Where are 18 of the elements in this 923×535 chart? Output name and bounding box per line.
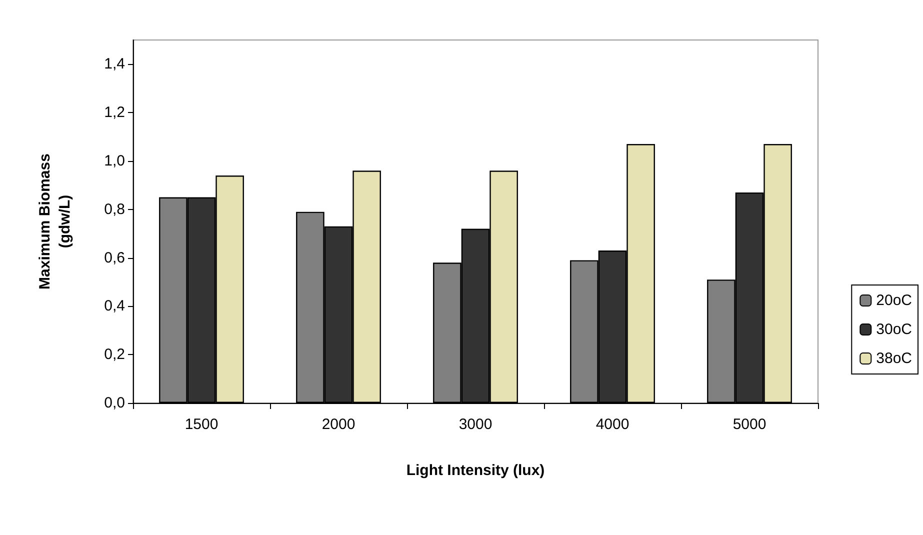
x-tick-label: 1500 — [184, 416, 218, 433]
x-axis-title: Light Intensity (lux) — [406, 462, 545, 479]
y-tick-label: 0,0 — [104, 394, 125, 412]
x-tick-label: 2000 — [322, 416, 356, 433]
x-tick-label: 4000 — [596, 416, 630, 433]
y-tick-label: 1,2 — [104, 104, 125, 122]
y-tick-label: 1,4 — [104, 56, 125, 73]
y-tick-label: 0,8 — [104, 200, 125, 218]
y-tick-label: 1,0 — [104, 152, 125, 170]
legend-label: 38oC — [876, 350, 912, 367]
y-tick-label: 0,2 — [104, 346, 125, 364]
legend-label: 30oC — [876, 321, 912, 338]
y-axis-title: Maximum Biomass (gdw/L) — [36, 154, 74, 290]
x-tick-label: 5000 — [732, 416, 766, 433]
y-tick-label: 0,6 — [104, 249, 125, 266]
y-tick-label: 0,4 — [104, 298, 125, 315]
x-tick-label: 3000 — [458, 416, 492, 433]
legend-label: 20oC — [876, 292, 912, 309]
